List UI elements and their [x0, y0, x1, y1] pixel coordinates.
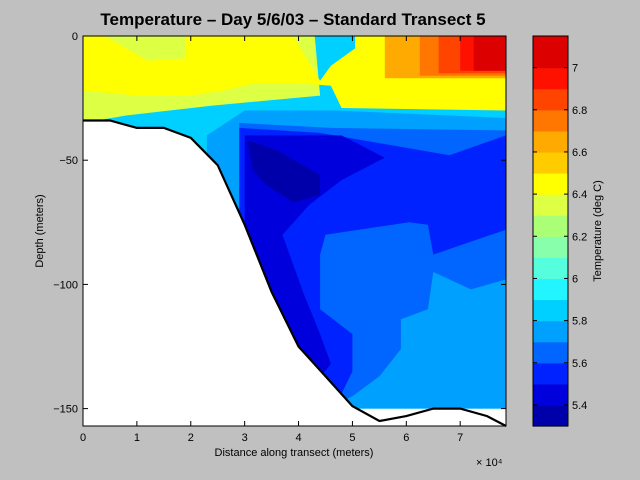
colorbar-band [533, 404, 568, 427]
colorbar-band [533, 194, 568, 216]
colorbar-band [533, 299, 568, 322]
contour-region-7 [473, 36, 506, 71]
bathymetry-line [83, 119, 507, 427]
y-tick-label: −150 [53, 404, 78, 416]
colorbar-band [533, 173, 568, 195]
contour-region-12 [247, 140, 321, 203]
colorbar-band [533, 362, 568, 385]
colorbar-tick-label: 6 [572, 273, 578, 285]
colorbar-band [533, 130, 568, 153]
colorbar-tick-label: 6.4 [572, 189, 587, 201]
x-axis: 0 1 2 3 4 5 6 7 [80, 36, 463, 444]
colorbar-ticks: 5.4 5.6 5.8 6 6.2 6.4 6.6 6.8 7 [533, 63, 587, 412]
y-axis: 0 −50 −100 −150 [53, 31, 506, 416]
colorbar-tick-label: 6.8 [572, 105, 587, 117]
x-tick-label: 3 [242, 432, 248, 444]
colorbar-tick-label: 6.2 [572, 231, 587, 243]
y-tick-label: −100 [53, 279, 78, 291]
colorbar-band [533, 257, 568, 280]
colorbar-tick-label: 6.6 [572, 147, 587, 159]
colorbar-frame [532, 35, 569, 427]
colorbar-band [533, 151, 568, 174]
colorbar [533, 36, 568, 427]
x-tick-label: 4 [295, 432, 301, 444]
colorbar-band [533, 236, 568, 258]
colorbar-band [533, 278, 568, 301]
x-tick-label: 2 [188, 432, 194, 444]
x-tick-label: 6 [403, 432, 409, 444]
x-axis-exponent: × 10⁴ [476, 457, 503, 469]
colorbar-band [533, 88, 568, 111]
y-tick-label: 0 [72, 31, 78, 43]
y-tick-label: −50 [59, 155, 78, 167]
x-tick-label: 0 [80, 432, 86, 444]
colorbar-band [533, 320, 568, 343]
colorbar-band [533, 67, 568, 90]
y-axis-label: Depth (meters) [34, 194, 46, 267]
colorbar-band [533, 109, 568, 132]
seafloor-mask [83, 120, 506, 426]
colorbar-band [533, 341, 568, 364]
colorbar-tick-label: 5.6 [572, 358, 587, 370]
colorbar-band [533, 383, 568, 406]
x-tick-label: 5 [349, 432, 355, 444]
chart-title: Temperature – Day 5/6/03 – Standard Tran… [100, 10, 485, 29]
colorbar-band [533, 215, 568, 237]
x-tick-label: 7 [457, 432, 463, 444]
x-tick-label: 1 [134, 432, 140, 444]
x-axis-label: Distance along transect (meters) [215, 447, 374, 459]
colorbar-tick-label: 5.4 [572, 400, 587, 412]
colorbar-band [533, 36, 568, 69]
colorbar-tick-label: 7 [572, 63, 578, 75]
plot-frame [82, 35, 507, 427]
colorbar-tick-label: 5.8 [572, 316, 587, 328]
colorbar-label: Temperature (deg C) [592, 180, 604, 282]
